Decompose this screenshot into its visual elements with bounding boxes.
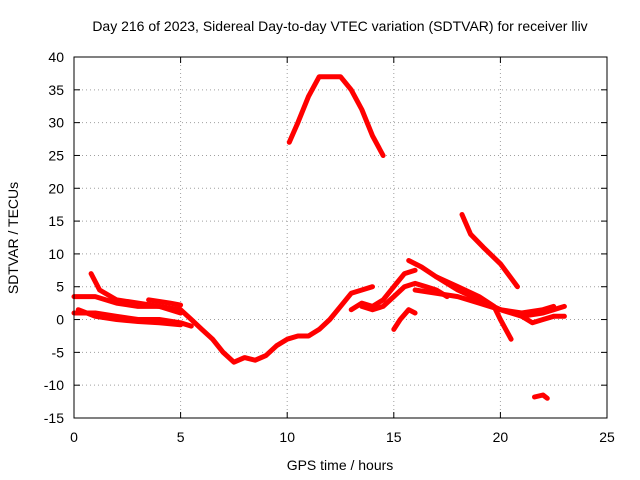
y-axis-label: SDTVAR / TECUs [5, 182, 21, 294]
y-tick-label: 40 [48, 49, 64, 65]
series-arc-13 [459, 212, 520, 290]
x-tick-label: 20 [493, 429, 509, 445]
series-arc-8 [359, 280, 450, 313]
chart-title: Day 216 of 2023, Sidereal Day-to-day VTE… [92, 18, 587, 34]
series-arc-7 [348, 267, 418, 313]
y-tick-label: 0 [56, 312, 64, 328]
x-tick-label: 10 [279, 429, 295, 445]
y-tick-label: 15 [48, 213, 64, 229]
series-arc-9 [391, 307, 418, 332]
x-axis-label: GPS time / hours [287, 457, 394, 473]
y-tick-label: 35 [48, 82, 64, 98]
x-axis-ticks: 0 5 10 15 20 25 [70, 57, 615, 445]
series-arc-6 [286, 74, 386, 158]
x-tick-label: 5 [177, 429, 185, 445]
series-arc-15 [532, 392, 550, 401]
y-tick-label: -10 [44, 377, 64, 393]
plot-frame [73, 56, 608, 419]
y-tick-label: 10 [48, 246, 64, 262]
y-tick-label: -15 [44, 410, 64, 426]
y-axis-ticks: -15 -10 -5 0 5 10 15 20 25 30 35 40 [44, 49, 607, 426]
y-tick-label: -5 [52, 344, 65, 360]
series-arc-14 [519, 313, 567, 326]
y-tick-label: 25 [48, 147, 64, 163]
y-tick-label: 30 [48, 115, 64, 131]
series-arc-11 [412, 287, 567, 319]
data-series [71, 74, 567, 401]
x-tick-label: 0 [70, 429, 78, 445]
y-tick-label: 5 [56, 279, 64, 295]
series-arc-10 [406, 258, 557, 316]
series-arc-4 [75, 307, 184, 328]
x-tick-label: 25 [599, 429, 615, 445]
series-arc-5 [146, 297, 184, 308]
series-arc-3 [88, 271, 184, 316]
y-tick-label: 20 [48, 180, 64, 196]
x-tick-label: 15 [386, 429, 402, 445]
grid [74, 57, 607, 418]
series-arc-12 [433, 274, 514, 342]
